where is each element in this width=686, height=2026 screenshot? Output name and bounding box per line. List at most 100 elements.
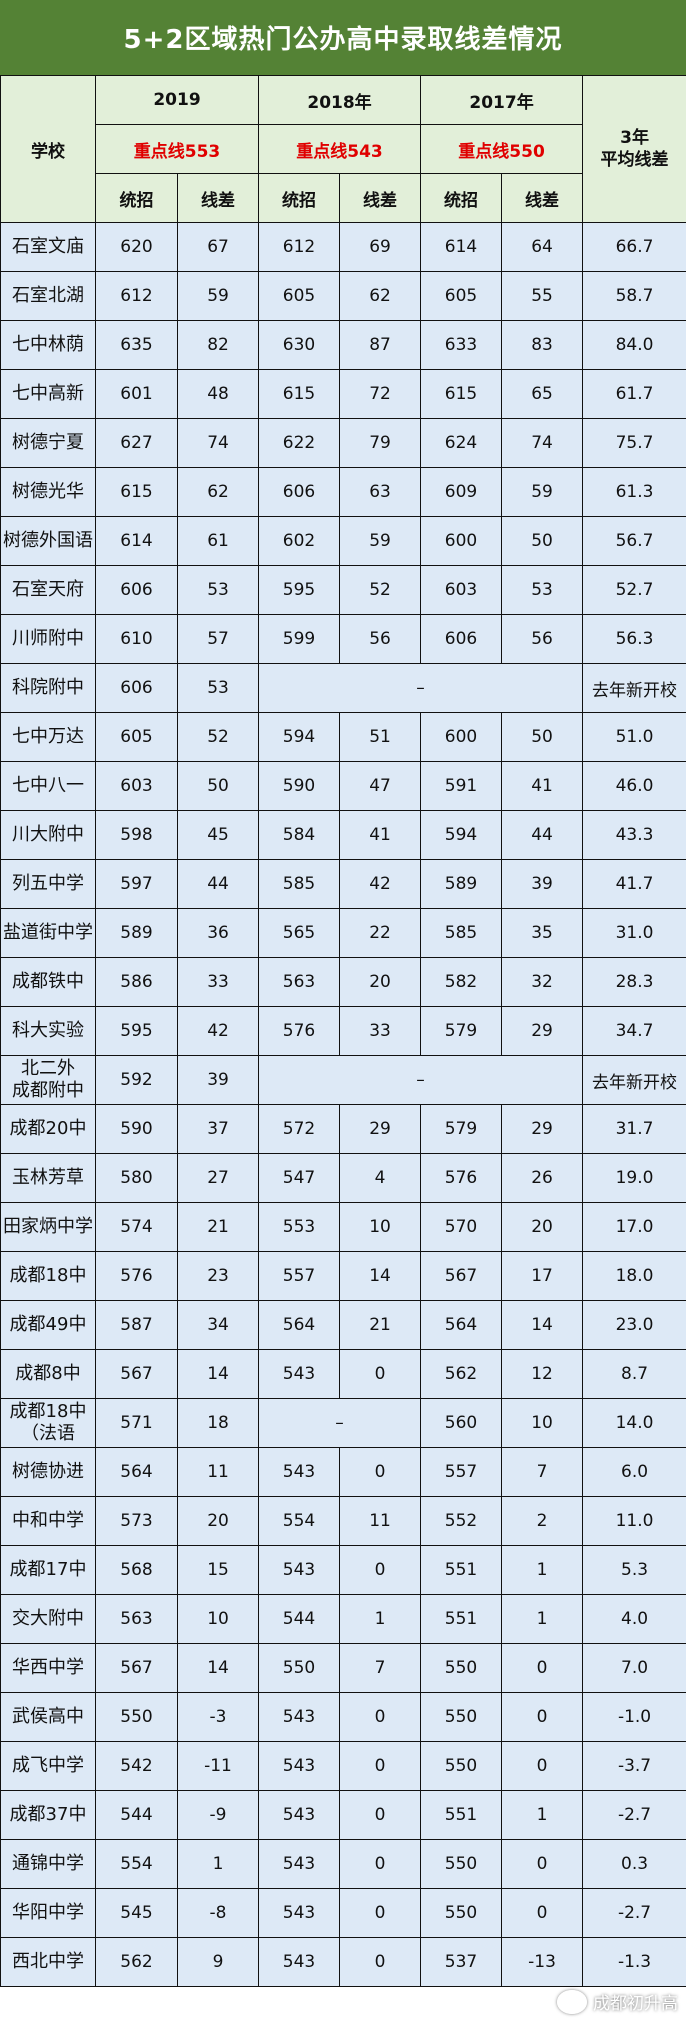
school-name: 七中林荫 [0,320,96,370]
diff-2017: 1 [501,1790,584,1840]
diff-2018: 63 [339,467,422,517]
diff-2019: 53 [176,663,260,713]
table-row: 七中林荫 635 82 630 87 633 83 84.0 [0,320,686,370]
diff-2019: 14 [176,1643,260,1693]
no-data-2018-2017: – [258,663,584,713]
school-name: 成都17中 [0,1545,96,1595]
diff-2019: -8 [176,1888,260,1938]
school-name: 成都37中 [0,1790,96,1840]
diff-2018: 0 [339,1839,422,1889]
score-2019: 562 [95,1937,178,1987]
table-row: 科大实验 595 42 576 33 579 29 34.7 [0,1006,686,1056]
school-name: 列五中学 [0,859,96,909]
diff-2017: 14 [501,1300,584,1350]
score-2017: 567 [420,1251,503,1301]
diff-2017: 41 [501,761,584,811]
diff-2019: 61 [176,516,260,566]
score-2017: 564 [420,1300,503,1350]
score-2019: 564 [95,1447,178,1497]
avg-diff: 去年新开校 [582,1055,686,1105]
diff-2017: 32 [501,957,584,1007]
score-2019: 563 [95,1594,178,1644]
diff-2018: 51 [339,712,422,762]
score-2017: 633 [420,320,503,370]
avg-diff: 28.3 [582,957,686,1007]
score-2017: 615 [420,369,503,419]
diff-2017: 12 [501,1349,584,1399]
score-2019: 605 [95,712,178,762]
school-name: 成都8中 [0,1349,96,1399]
score-2019: 587 [95,1300,178,1350]
avg-diff: 17.0 [582,1202,686,1252]
diff-2018: 0 [339,1349,422,1399]
score-2019: 580 [95,1153,178,1203]
score-2018: 543 [258,1447,341,1497]
score-2019: 627 [95,418,178,468]
score-2018: 576 [258,1006,341,1056]
diff-2018: 62 [339,271,422,321]
score-2019: 595 [95,1006,178,1056]
avg-diff: 5.3 [582,1545,686,1595]
score-2019: 544 [95,1790,178,1840]
score-2018: 543 [258,1937,341,1987]
school-name: 成都18中 [0,1251,96,1301]
table-row: 华阳中学 545 -8 543 0 550 0 -2.7 [0,1888,686,1938]
table-row: 成都18中 576 23 557 14 567 17 18.0 [0,1251,686,1301]
diff-2019: 21 [176,1202,260,1252]
school-name: 七中高新 [0,369,96,419]
diff-2019: 39 [176,1055,260,1105]
diff-2017: 39 [501,859,584,909]
table-row: 石室文庙 620 67 612 69 614 64 66.7 [0,222,686,272]
school-name: 盐道街中学 [0,908,96,958]
score-2019: 576 [95,1251,178,1301]
diff-2018: 41 [339,810,422,860]
score-2017: 552 [420,1496,503,1546]
table-row: 七中八一 603 50 590 47 591 41 46.0 [0,761,686,811]
score-2018: 563 [258,957,341,1007]
score-2018: 572 [258,1104,341,1154]
score-2019: 567 [95,1643,178,1693]
score-2017: 550 [420,1839,503,1889]
diff-2018: 47 [339,761,422,811]
score-2017: 614 [420,222,503,272]
score-2017: 570 [420,1202,503,1252]
score-2018: 594 [258,712,341,762]
avg-diff: 31.0 [582,908,686,958]
score-2019: 589 [95,908,178,958]
school-name: 七中万达 [0,712,96,762]
logo-text: 成都初升高 [593,1994,678,2014]
diff-2018: 21 [339,1300,422,1350]
diff-2019: 18 [176,1398,260,1448]
score-2017: 603 [420,565,503,615]
diff-2017: 7 [501,1447,584,1497]
diff-2017: 2 [501,1496,584,1546]
score-2018: 630 [258,320,341,370]
avg-diff: 11.0 [582,1496,686,1546]
score-2019: 620 [95,222,178,272]
score-2019: 615 [95,467,178,517]
avg-diff: 75.7 [582,418,686,468]
diff-2018: 69 [339,222,422,272]
diff-2019: 11 [176,1447,260,1497]
score-2017: 579 [420,1006,503,1056]
school-name: 华阳中学 [0,1888,96,1938]
diff-2019: 20 [176,1496,260,1546]
diff-2019: 48 [176,369,260,419]
score-2018: 543 [258,1790,341,1840]
avg-diff: 52.7 [582,565,686,615]
header-school: 学校 [0,75,96,223]
cutoff-2018: 重点线543 [258,124,422,174]
table-row: 七中万达 605 52 594 51 600 50 51.0 [0,712,686,762]
header-avg: 3年 平均线差 [582,75,686,223]
diff-2017: 10 [501,1398,584,1448]
avg-diff: 66.7 [582,222,686,272]
diff-2017: 65 [501,369,584,419]
score-2018: 615 [258,369,341,419]
wechat-icon [557,1989,587,2014]
school-name: 通锦中学 [0,1839,96,1889]
score-2017: 624 [420,418,503,468]
table-row: 树德宁夏 627 74 622 79 624 74 75.7 [0,418,686,468]
table-row: 树德光华 615 62 606 63 609 59 61.3 [0,467,686,517]
table-row: 树德外国语 614 61 602 59 600 50 56.7 [0,516,686,566]
school-name: 中和中学 [0,1496,96,1546]
